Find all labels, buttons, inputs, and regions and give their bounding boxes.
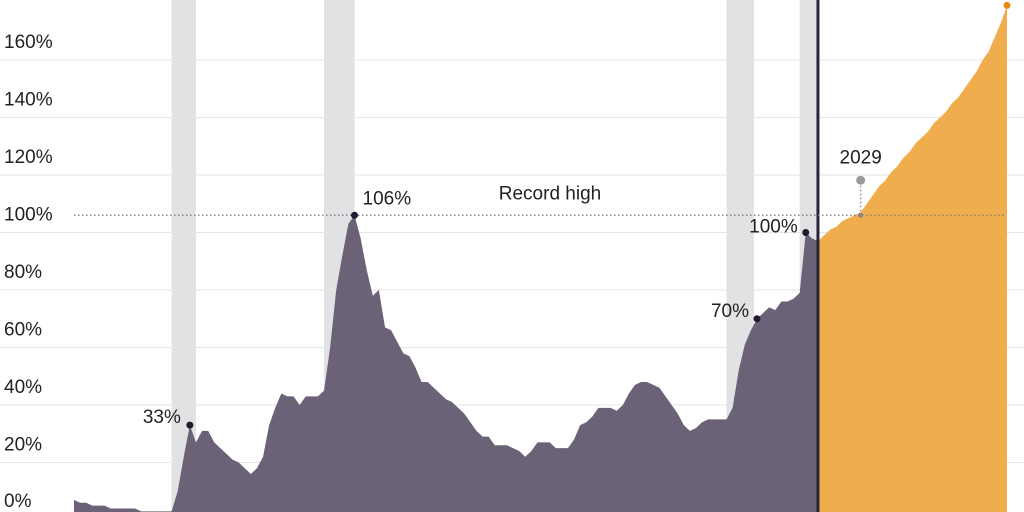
y-tick-label: 0%: [4, 491, 32, 512]
crossing-point: [858, 212, 864, 218]
annotation-point: [753, 315, 761, 323]
y-tick-label: 100%: [4, 205, 53, 226]
annotation-label: 100%: [749, 217, 798, 238]
crossing-marker: [856, 175, 866, 185]
annotation-label: 33%: [143, 407, 181, 428]
annotation-label: 106%: [363, 188, 412, 209]
annotation-label: 70%: [711, 301, 749, 322]
y-tick-label: 140%: [4, 90, 53, 111]
record-high-label: Record high: [499, 183, 601, 204]
area: [74, 215, 818, 512]
y-tick-label: 60%: [4, 320, 42, 341]
end-point: [1003, 1, 1011, 9]
annotation-point: [802, 229, 810, 236]
annotation-point: [186, 421, 194, 429]
annotation-point: [351, 211, 359, 219]
y-tick-label: 80%: [4, 262, 42, 283]
areas: [74, 5, 1007, 512]
y-tick-label: 40%: [4, 377, 42, 398]
y-tick-label: 20%: [4, 435, 42, 456]
annotations: 0% 20% 40% 60% 80% 100% 120% 140% 160% Record hig…: [4, 0, 1011, 512]
area: [817, 5, 1007, 512]
y-tick-label: 160%: [4, 32, 53, 53]
crossing-label: 2029: [840, 147, 882, 168]
y-tick-label: 120%: [4, 147, 53, 168]
